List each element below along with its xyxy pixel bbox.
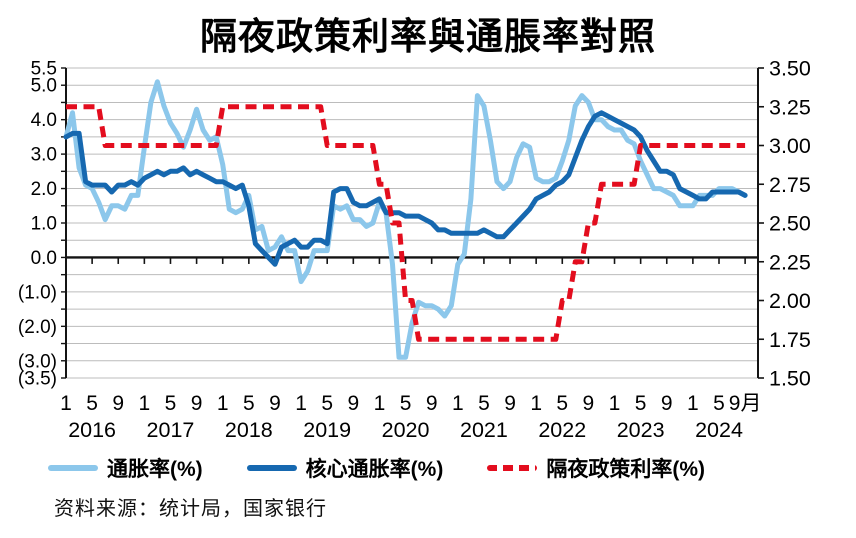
chart-canvas: 5.55.0 4.0 3.0 2.0 1.0 0.0 (1.0) (2.0) (3.0)(3.5…: [18, 57, 811, 443]
x-month-label: 1: [60, 392, 72, 415]
x-year-label: 2016: [68, 418, 116, 442]
left-axis-label: (3.5): [18, 369, 57, 390]
right-axis-label: 2.75: [769, 173, 811, 197]
x-month-label: 1: [609, 392, 621, 415]
x-year-label: 2017: [147, 418, 195, 442]
x-month-label: 5: [321, 392, 333, 415]
legend-item-core-inflation: 核心通胀率(%): [246, 453, 444, 483]
left-axis-label: 4.0: [31, 110, 57, 131]
x-month-label: 9: [504, 392, 516, 415]
right-axis-label: 2.25: [769, 250, 811, 274]
x-month-label: 1: [217, 392, 229, 415]
chart-title: 隔夜政策利率與通脹率對照: [200, 16, 656, 57]
core-inflation-line-swatch: [246, 465, 297, 471]
x-month-label: 5: [635, 392, 647, 415]
right-axis-label: 1.50: [769, 367, 811, 391]
left-axis-label: 0.0: [31, 248, 57, 269]
series-line-inflation: [63, 79, 748, 360]
x-month-label: 9: [426, 392, 438, 415]
x-year-label: 2019: [303, 418, 351, 442]
x-month-label: 9月: [729, 392, 762, 415]
x-month-label: 1: [530, 392, 542, 415]
series-line-core-inflation: [63, 110, 748, 267]
x-year-label: 2020: [382, 418, 430, 442]
x-month-label: 9: [191, 392, 203, 415]
x-month-label: 1: [687, 392, 699, 415]
legend-label-inflation: 通胀率(%): [107, 458, 203, 481]
right-axis-label: 3.00: [769, 134, 811, 158]
series-line-policy-rate: [66, 104, 746, 342]
x-month-label: 1: [374, 392, 386, 415]
x-month-label: 5: [243, 392, 255, 415]
x-month-label: 5: [556, 392, 568, 415]
legend-item-inflation: 通胀率(%): [48, 453, 203, 483]
left-axis-label: 2.0: [31, 179, 57, 200]
x-month-label: 5: [165, 392, 177, 415]
legend-label-policy-rate: 隔夜政策利率(%): [546, 458, 706, 481]
x-month-label: 9: [583, 392, 595, 415]
left-axis-label: 3.0: [31, 145, 57, 166]
x-month-label: 9: [347, 392, 359, 415]
x-month-label: 1: [295, 392, 307, 415]
left-axis-label: 1.0: [31, 214, 57, 235]
x-year-label: 2021: [460, 418, 508, 442]
legend-label-core-inflation: 核心通胀率(%): [305, 458, 444, 481]
x-year-label: 2024: [695, 418, 743, 442]
x-month-label: 9: [112, 392, 124, 415]
legend-item-policy-rate: 隔夜政策利率(%): [487, 453, 705, 483]
x-month-label: 1: [139, 392, 151, 415]
left-axis-label: (3.0): [18, 351, 57, 372]
x-month-label: 5: [713, 392, 725, 415]
x-year-label: 2018: [225, 418, 273, 442]
left-axis-label: (1.0): [18, 282, 57, 303]
x-month-label: 5: [478, 392, 490, 415]
inflation-line-swatch: [48, 465, 98, 471]
left-axis-label: 5.5: [31, 59, 57, 80]
x-month-label: 9: [661, 392, 673, 415]
legend: 通胀率(%) 核心通胀率(%) 隔夜政策利率(%): [48, 453, 838, 483]
left-axis-label: (2.0): [18, 317, 57, 338]
x-year-label: 2023: [617, 418, 665, 442]
right-axis-label: 3.50: [769, 57, 811, 81]
x-month-label: 1: [452, 392, 464, 415]
right-axis-label: 2.50: [769, 212, 811, 236]
x-month-label: 5: [400, 392, 412, 415]
source-note: 资料来源：统计局，国家银行: [54, 498, 327, 520]
left-axis-label: 5.0: [31, 76, 57, 97]
right-axis-label: 1.75: [769, 328, 811, 352]
x-month-label: 9: [269, 392, 281, 415]
x-month-label: 5: [86, 392, 98, 415]
right-axis-label: 2.00: [769, 289, 811, 313]
right-axis-label: 3.25: [769, 95, 811, 119]
policy-rate-line-swatch: [487, 465, 538, 471]
x-year-label: 2022: [538, 418, 586, 442]
